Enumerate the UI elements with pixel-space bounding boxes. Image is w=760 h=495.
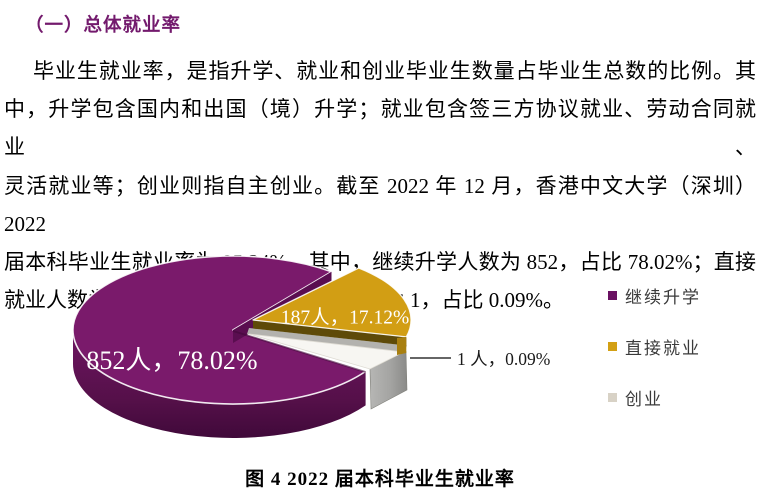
pie-slice-employment [252, 267, 412, 338]
legend-swatch-icon [608, 341, 617, 351]
legend-label: 创业 [625, 389, 663, 409]
legend-label: 继续升学 [625, 287, 701, 307]
label-venture: 1 人，0.09% [457, 349, 550, 369]
pie-slice-further-study [72, 255, 367, 405]
employment-pie-figure: 852人，78.02% 187人，17.12% 1 人，0.09% [0, 248, 760, 458]
label-employment: 187人，17.12% [281, 307, 409, 329]
legend-swatch-icon [608, 392, 617, 402]
pie-slice-employment-tipface [397, 336, 407, 355]
figure-caption: 图 4 2022 届本科毕业生就业率 [245, 469, 515, 490]
legend-item-venture: 创业 [608, 386, 701, 409]
employment-pie-chart: 852人，78.02% 187人，17.12% 1 人，0.09% [72, 255, 550, 438]
label-further-study: 852人，78.02% [86, 346, 257, 375]
legend-item-employment: 直接就业 [608, 335, 701, 358]
legend-label: 直接就业 [625, 338, 701, 358]
paragraph-line: 中，升学包含国内和出国（境）升学；就业包含签三方协议就业、劳动合同就业、 [4, 97, 756, 160]
pie-slice-venture [248, 333, 406, 370]
pie-slice-further-study-side [73, 330, 366, 438]
paragraph-line: 灵活就业等；创业则指自主创业。截至 2022 年 12 月，香港中文大学（深圳）… [4, 173, 756, 236]
legend-swatch-icon [608, 290, 617, 300]
section-heading: （一）总体就业率 [25, 16, 182, 36]
pie-cut-shadow [232, 330, 366, 373]
legend-item-further-study: 继续升学 [608, 284, 701, 307]
pie-slice-venture-innerface [247, 328, 407, 352]
paragraph-line: 届本科毕业生就业率为 95.24%。其中，继续升学人数为 852，占比 78.0… [4, 250, 756, 275]
pie-slice-employment-side [253, 320, 407, 346]
chart-legend: 继续升学 直接就业 创业 [608, 284, 701, 437]
paragraph-line: 毕业生就业率，是指升学、就业和创业毕业生数量占毕业生总数的比例。其 [33, 59, 756, 83]
